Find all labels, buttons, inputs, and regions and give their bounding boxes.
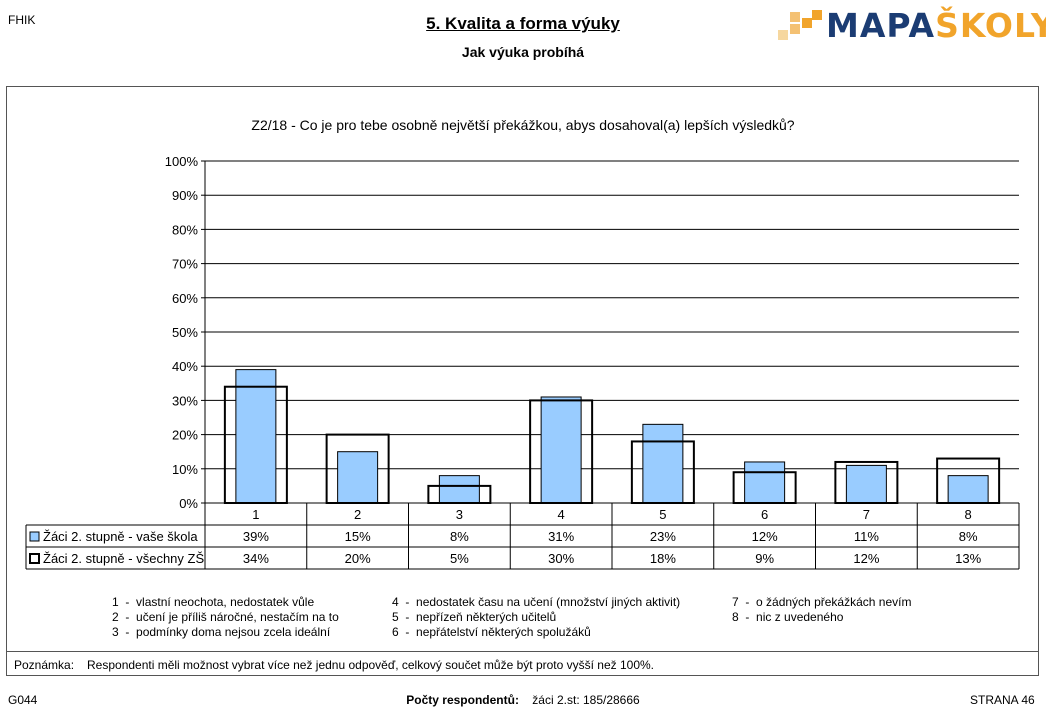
chart-frame [6,86,1039,676]
logo-text: MAPAŠKOLY [826,8,1046,44]
data-label-vase-skola: 15% [345,529,371,544]
data-label-vase-skola: 23% [650,529,676,544]
page-subtitle: Jak výuka probíhá [461,44,585,60]
legend-text: nepřízeň některých učitelů [416,610,557,624]
bar-vase-skola [744,461,786,504]
legend-num: 6 [392,625,399,639]
respondents-label: Počty respondentů: [406,693,519,707]
legend-item-6: 6 - nepřátelství některých spolužáků [392,625,591,639]
data-label-vase-skola: 31% [548,529,574,544]
series-name-vsechny-zs: Žáci 2. stupně - všechny ZŠ [43,551,204,566]
data-label-vase-skola: 12% [752,529,778,544]
page-number: STRANA 46 [970,693,1035,707]
note-divider [6,651,1039,652]
data-label-vase-skola: 39% [243,529,269,544]
legend-num: 8 [732,610,739,624]
legend-key-vsechny-zs [29,553,40,564]
legend-text: podmínky doma nejsou zcela ideální [136,625,331,639]
series-name-vase-skola: Žáci 2. stupně - vaše škola [43,529,198,544]
legend-text: o žádných překážkách nevím [756,595,912,609]
legend-num: 1 [112,595,119,609]
data-label-vsechny-zs: 13% [955,551,981,566]
x-category-label: 8 [965,507,972,522]
note-text: Respondenti měli možnost vybrat více než… [87,658,654,672]
legend-item-4: 4 - nedostatek času na učení (množství j… [392,595,681,609]
footer-code: G044 [8,693,38,707]
legend-text: nepřátelství některých spolužáků [416,625,591,639]
legend-num: 3 [112,625,119,639]
data-label-vsechny-zs: 20% [345,551,371,566]
note-label: Poznámka: [14,658,75,672]
bar-vase-skola [540,396,582,504]
y-tick-label: 80% [172,222,198,237]
bar-vase-skola [845,464,887,504]
data-label-vsechny-zs: 9% [755,551,774,566]
bar-vase-skola [235,369,277,504]
y-tick-label: 100% [165,154,199,169]
y-tick-label: 30% [172,393,198,408]
y-tick-label: 20% [172,428,198,443]
legend-item-5: 5 - nepřízeň některých učitelů [392,610,557,624]
bar-vase-skola [337,451,379,504]
respondents-value: žáci 2.st: 185/28666 [532,693,640,707]
x-category-label: 6 [761,507,768,522]
legend-item-3: 3 - podmínky doma nejsou zcela ideální [112,625,331,639]
page-title: 5. Kvalita a forma výuky [0,14,1046,34]
legend-item-7: 7 - o žádných překážkách nevím [732,595,912,609]
legend-num: 2 [112,610,119,624]
page-title-text: 5. Kvalita a forma výuky [426,14,620,33]
y-tick-label: 50% [172,325,198,340]
y-tick-label: 0% [179,496,198,511]
bar-vase-skola [438,475,480,504]
y-tick-label: 40% [172,359,198,374]
x-category-label: 2 [354,507,361,522]
report-code: FHIK [8,13,36,27]
legend-key-vase-skola [29,531,40,542]
data-label-vase-skola: 8% [450,529,469,544]
logo-squares-icon [778,10,822,40]
data-label-vsechny-zs: 30% [548,551,574,566]
data-label-vsechny-zs: 18% [650,551,676,566]
data-label-vase-skola: 8% [959,529,978,544]
x-category-label: 5 [659,507,666,522]
legend-item-2: 2 - učení je příliš náročné, nestačím na… [112,610,339,624]
y-tick-label: 10% [172,462,198,477]
legend-text: učení je příliš náročné, nestačím na to [136,610,339,624]
data-label-vase-skola: 11% [854,529,879,544]
data-label-vsechny-zs: 34% [243,551,269,566]
bar-vase-skola [642,423,684,504]
data-label-vsechny-zs: 5% [450,551,469,566]
x-category-label: 7 [863,507,870,522]
legend-num: 4 [392,595,399,609]
x-category-label: 4 [558,507,565,522]
legend-item-1: 1 - vlastní neochota, nedostatek vůle [112,595,315,609]
respondent-count: Počty respondentů: žáci 2.st: 185/28666 [0,693,1046,707]
legend-text: vlastní neochota, nedostatek vůle [136,595,315,609]
logo-text-part1: MAPA [826,6,936,45]
legend-num: 7 [732,595,739,609]
legend-text: nic z uvedeného [756,610,844,624]
y-tick-label: 70% [172,257,198,272]
legend-text: nedostatek času na učení (množství jinýc… [416,595,681,609]
chart-title: Z2/18 - Co je pro tebe osobně největší p… [251,117,795,133]
legend-item-8: 8 - nic z uvedeného [732,610,844,624]
bar-vase-skola [947,475,989,504]
y-tick-label: 60% [172,291,198,306]
logo-text-part2: ŠKOLY [935,6,1046,45]
data-label-vsechny-zs: 12% [853,551,879,566]
legend-num: 5 [392,610,399,624]
y-tick-label: 90% [172,188,198,203]
mapa-skoly-logo: MAPAŠKOLY [776,8,1046,44]
x-category-label: 3 [456,507,463,522]
x-category-label: 1 [252,507,259,522]
